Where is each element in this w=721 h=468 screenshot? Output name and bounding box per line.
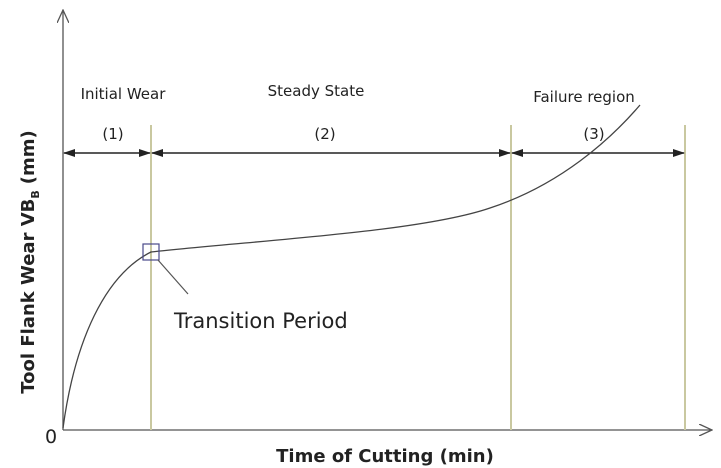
x-axis-label: Time of Cutting (min)	[276, 446, 494, 467]
region-label: Failure region	[533, 88, 635, 106]
region-number: (2)	[314, 125, 335, 143]
y-label-subscript: B	[29, 190, 42, 198]
transition-box	[142, 243, 160, 261]
region-number: (3)	[583, 125, 604, 143]
wear-curve	[62, 104, 641, 429]
y-axis-label: Tool Flank Wear VBB (mm)	[18, 130, 42, 393]
origin-label: 0	[45, 426, 57, 448]
y-label-unit: (mm)	[18, 130, 39, 184]
annotation: Transition Period	[173, 309, 348, 333]
y-label-main: Tool Flank Wear VB	[18, 199, 39, 394]
transition-pointer	[157, 259, 189, 295]
region-label: Initial Wear	[81, 85, 167, 103]
region-number: (1)	[102, 125, 123, 143]
region-label: Steady State	[268, 82, 365, 100]
